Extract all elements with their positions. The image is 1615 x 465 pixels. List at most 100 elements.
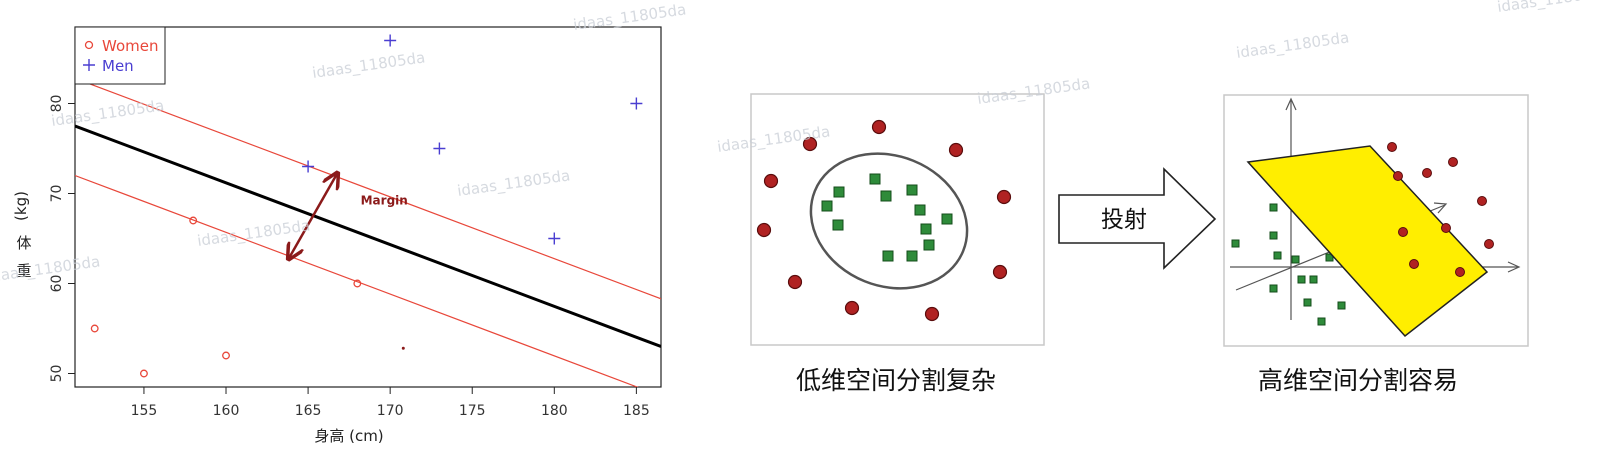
green-point	[1337, 301, 1346, 310]
green-point	[821, 200, 833, 212]
x-tick-label: 165	[295, 403, 322, 419]
y-axis: 50 60 70 80	[49, 95, 75, 383]
red-point	[763, 173, 779, 189]
margin-upper-line	[75, 77, 661, 300]
women-point	[222, 351, 230, 360]
green-point	[1297, 275, 1306, 284]
women-point	[139, 369, 148, 378]
margin-lower-line	[75, 174, 639, 387]
y-axis-title-unit: (kg)	[12, 191, 30, 221]
margin-annotation: Margin	[288, 173, 408, 259]
data-points	[90, 34, 643, 378]
x-tick-label: 160	[213, 403, 240, 419]
arrow-label: 投射	[1101, 207, 1147, 233]
men-point	[548, 232, 561, 245]
red-class-points	[756, 119, 1012, 322]
margin-label: Margin	[361, 193, 408, 207]
green-point	[1317, 317, 1326, 326]
low-dim-diagram: 低维空间分割复杂	[750, 93, 1045, 395]
arrow-shape	[1058, 167, 1217, 270]
green-point	[1269, 231, 1278, 240]
legend-men-marker	[83, 59, 95, 71]
men-point	[433, 142, 446, 155]
green-point	[906, 184, 918, 196]
women-point	[353, 279, 362, 288]
y-tick-label: 60	[49, 275, 65, 293]
green-class-points	[821, 173, 953, 262]
red-point	[1393, 171, 1403, 181]
red-point	[924, 306, 940, 322]
x-tick-label: 155	[131, 403, 158, 419]
green-class-points-3d	[1231, 203, 1346, 326]
red-point	[1398, 227, 1408, 237]
legend-women-label: Women	[102, 37, 158, 55]
green-point	[1309, 275, 1318, 284]
low-dim-caption: 低维空间分割复杂	[796, 366, 996, 395]
red-point	[1441, 223, 1451, 233]
y-axis-title-char-2: 重	[16, 262, 31, 280]
green-point	[882, 250, 894, 262]
x-tick-label: 185	[623, 403, 650, 419]
z-axis-arrowhead	[1285, 97, 1297, 111]
red-point	[948, 142, 964, 158]
watermark: idaas_11805da	[1496, 0, 1611, 17]
green-point	[923, 239, 935, 251]
red-point	[1455, 267, 1465, 277]
red-point	[1448, 157, 1458, 167]
svm-margin-chart: 155 160 165 170 175 180 185 50 60 70 80 Margin Wo…	[12, 26, 662, 445]
green-point	[1303, 298, 1312, 307]
red-point	[802, 136, 818, 152]
red-point	[1409, 259, 1419, 269]
y-axis-title: 体 (kg) 重	[12, 191, 32, 280]
women-point	[90, 324, 99, 333]
low-dim-frame	[750, 93, 1045, 346]
red-class-points-3d	[1387, 142, 1494, 277]
green-point	[941, 213, 953, 225]
legend-men-label: Men	[102, 57, 134, 75]
plot-frame	[74, 26, 662, 388]
green-point	[1231, 239, 1240, 248]
y-tick-label: 50	[49, 365, 65, 383]
red-point	[1387, 142, 1397, 152]
green-point	[833, 186, 845, 198]
x-tick-label: 175	[459, 403, 486, 419]
red-point	[787, 274, 803, 290]
x-tick-label: 170	[377, 403, 404, 419]
x-axis-3d-arrowhead	[1507, 261, 1521, 273]
y-tick-label: 70	[49, 185, 65, 203]
red-point	[996, 189, 1012, 205]
men-point	[630, 97, 643, 110]
red-point	[992, 264, 1008, 280]
decision-boundary-line	[75, 124, 661, 348]
green-point	[1325, 253, 1334, 262]
watermark: idaas_11805da	[1235, 28, 1350, 63]
x-axis: 155 160 165 170 175 180 185	[131, 387, 650, 419]
margin-arrow	[288, 173, 337, 259]
separating-ellipse	[809, 152, 969, 290]
high-dim-diagram: 高维空间分割容易	[1223, 94, 1529, 395]
projection-arrow: 投射	[1058, 167, 1217, 270]
green-point	[906, 250, 918, 262]
red-point	[844, 300, 860, 316]
legend-box	[74, 26, 166, 85]
red-point	[756, 222, 772, 238]
y-axis-title-char-1: 体	[16, 234, 31, 252]
red-point	[1422, 168, 1432, 178]
green-point	[1291, 255, 1300, 264]
legend-women-marker	[84, 40, 94, 50]
red-point	[1477, 196, 1487, 206]
green-point	[1269, 203, 1278, 212]
high-dim-caption: 高维空间分割容易	[1258, 366, 1458, 395]
green-point	[914, 204, 926, 216]
green-point	[869, 173, 881, 185]
green-point	[920, 223, 932, 235]
stray-point	[401, 346, 405, 350]
green-point	[880, 190, 892, 202]
green-point	[1269, 284, 1278, 293]
red-point	[871, 119, 887, 135]
svm-lines	[75, 77, 661, 387]
legend: Women Men	[74, 26, 166, 85]
women-point	[189, 216, 198, 225]
separating-plane	[1246, 145, 1489, 338]
